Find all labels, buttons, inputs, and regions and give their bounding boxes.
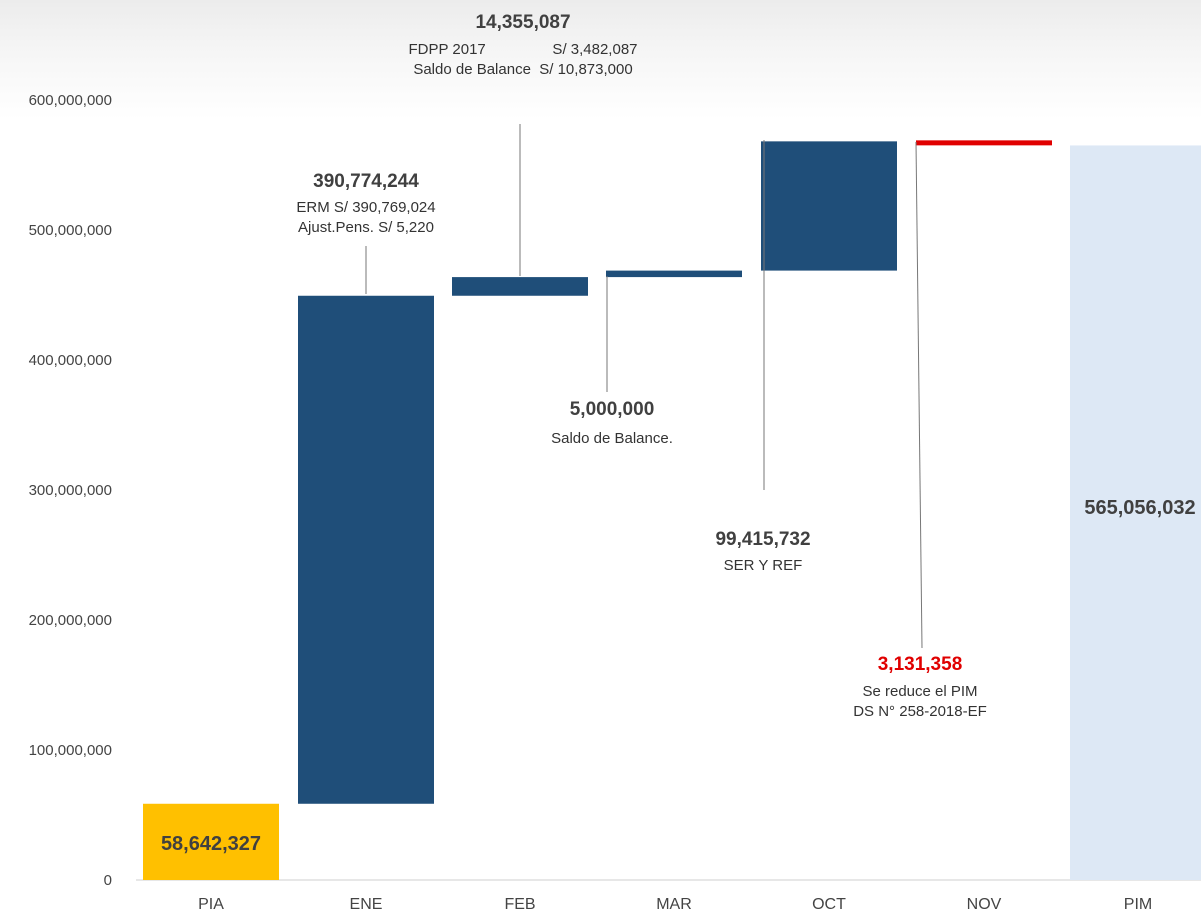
annotation-value-oct: 99,415,732 [715,529,810,550]
bar-mar [606,270,742,278]
annotation-text-mar: Saldo de Balance. [551,430,673,447]
y-tick-label: 200,000,000 [29,612,112,629]
y-tick-label: 0 [104,872,112,889]
bar-oct [761,141,897,271]
x-tick-label-nov: NOV [967,896,1002,913]
annotation-text-nov: DS N° 258-2018-EF [853,703,987,720]
y-tick-label: 500,000,000 [29,222,112,239]
x-tick-label-oct: OCT [812,896,846,913]
annotation-text-ene: Ajust.Pens. S/ 5,220 [298,219,434,236]
annotation-text-feb: FDPP 2017 S/ 3,482,087 [408,41,637,58]
leader-line-nov [915,141,923,649]
annotation-text-feb: Saldo de Balance S/ 10,873,000 [413,61,632,78]
x-tick-label-mar: MAR [656,896,692,913]
bar-label-pim: 565,056,032 [1084,497,1195,519]
y-tick-label: 300,000,000 [29,482,112,499]
y-tick-label: 100,000,000 [29,742,112,759]
y-tick-label: 600,000,000 [29,92,112,109]
annotation-value-feb: 14,355,087 [475,12,570,33]
bar-label-pia: 58,642,327 [161,833,261,855]
annotation-value-ene: 390,774,244 [313,171,419,192]
bar-feb [452,277,588,296]
bar-ene [298,295,434,804]
y-axis: 0 100,000,000 200,000,000 300,000,000 400,00… [29,92,1201,889]
annotation-text-ene: ERM S/ 390,769,024 [296,199,435,216]
annotation-text-nov: Se reduce el PIM [862,683,977,700]
annotation-value-mar: 5,000,000 [570,399,655,420]
x-tick-label-pia: PIA [198,896,224,913]
bar-pia [143,803,279,880]
bars: 58,642,327 565,056,032 [143,140,1201,881]
annotation-text-oct: SER Y REF [724,557,803,574]
x-axis: PIA ENE FEB MAR OCT NOV PIM [198,896,1152,913]
bar-pim [1070,145,1201,881]
y-tick-label: 400,000,000 [29,352,112,369]
annotations: 390,774,244 ERM S/ 390,769,024 Ajust.Pens.… [296,12,986,720]
x-tick-label-pim: PIM [1124,896,1152,913]
bar-nov [916,140,1052,146]
x-tick-label-feb: FEB [504,896,535,913]
x-tick-label-ene: ENE [350,896,383,913]
annotation-value-nov: 3,131,358 [878,654,963,675]
